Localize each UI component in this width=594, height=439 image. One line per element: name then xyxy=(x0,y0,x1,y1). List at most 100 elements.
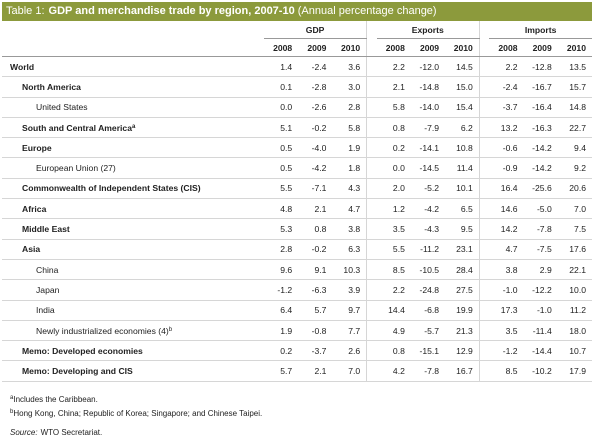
cell: 4.2 xyxy=(376,360,411,382)
cell: -6.8 xyxy=(410,300,446,321)
year-header: 2010 xyxy=(557,38,592,57)
gap xyxy=(478,218,490,240)
table-row: Memo: Developing and CIS 5.7 2.1 7.0 4.2 -7.8… xyxy=(2,360,592,382)
row-label: United States xyxy=(2,97,264,118)
cell: -1.0 xyxy=(523,300,558,321)
gap xyxy=(366,76,377,98)
gap xyxy=(478,239,490,260)
gap xyxy=(478,340,490,362)
cell: 1.9 xyxy=(332,137,367,159)
table-row: Africa 4.8 2.1 4.7 1.2 -4.2 6.5 14.6 -5.0 7.0 xyxy=(2,198,592,220)
cell: -0.9 xyxy=(489,157,524,179)
cell: 0.2 xyxy=(376,137,411,159)
gap xyxy=(366,218,377,240)
cell: 2.8 xyxy=(332,97,367,118)
cell: 15.4 xyxy=(445,97,480,118)
gap xyxy=(366,21,377,39)
cell: 14.8 xyxy=(557,97,592,118)
table-row: Asia 2.8 -0.2 6.3 5.5 -11.2 23.1 4.7 -7.5 17.6 xyxy=(2,239,592,260)
footnote-mark: a xyxy=(10,394,14,401)
cell: 22.7 xyxy=(557,117,592,139)
cell: 7.5 xyxy=(557,218,592,240)
source-text: WTO Secretariat. xyxy=(40,427,103,437)
cell: 1.8 xyxy=(332,157,367,179)
row-label: India xyxy=(2,300,264,321)
gap xyxy=(478,157,490,179)
footnote: aIncludes the Caribbean. xyxy=(10,392,592,406)
gap xyxy=(478,38,490,57)
cell: 7.0 xyxy=(557,198,592,220)
cell: 5.8 xyxy=(332,117,367,139)
footnote-text: Hong Kong, China; Republic of Korea; Sin… xyxy=(13,408,263,418)
cell: 17.9 xyxy=(557,360,592,382)
row-label: Memo: Developed economies xyxy=(2,340,264,362)
group-header: GDP xyxy=(264,21,367,39)
gap xyxy=(478,300,490,321)
gap xyxy=(366,56,377,78)
cell: 3.0 xyxy=(332,76,367,98)
row-label: Memo: Developing and CIS xyxy=(2,360,264,382)
gap xyxy=(366,279,377,301)
cell: -10.5 xyxy=(410,259,446,281)
table-row: Memo: Developed economies 0.2 -3.7 2.6 0.8 -1… xyxy=(2,340,592,362)
cell: -16.7 xyxy=(523,76,558,98)
cell: -12.2 xyxy=(523,279,558,301)
row-label-text: Memo: Developed economies xyxy=(22,345,143,356)
gap xyxy=(478,21,490,39)
cell: -2.6 xyxy=(298,97,333,118)
gap xyxy=(478,178,490,200)
cell: -3.7 xyxy=(489,97,524,118)
year-header: 2010 xyxy=(445,38,480,57)
cell: 2.9 xyxy=(523,259,558,281)
table-row: Middle East 5.3 0.8 3.8 3.5 -4.3 9.5 14.2 -7.8 7.… xyxy=(2,218,592,240)
source: Source: WTO Secretariat. xyxy=(10,426,592,439)
table-row: Commonwealth of Independent States (CIS)… xyxy=(2,178,592,200)
row-label-text: India xyxy=(36,305,55,316)
cell: 9.4 xyxy=(557,137,592,159)
cell: 14.5 xyxy=(445,56,480,78)
row-label: North America xyxy=(2,76,264,98)
year-header: 2010 xyxy=(332,38,367,57)
cell: 0.8 xyxy=(376,340,411,362)
cell: -12.0 xyxy=(410,56,446,78)
year-header-row: 2008 2009 2010 2008 2009 2010 2008 2009 2010 xyxy=(2,38,592,57)
row-label: Asia xyxy=(2,239,264,260)
cell: 10.7 xyxy=(557,340,592,362)
cell: -4.2 xyxy=(298,157,333,179)
gap xyxy=(366,340,377,362)
cell: -4.0 xyxy=(298,137,333,159)
row-label-text: Memo: Developing and CIS xyxy=(22,366,133,377)
cell: -2.4 xyxy=(298,56,333,78)
title-main: GDP and merchandise trade by region, 200… xyxy=(48,5,295,17)
row-label: South and Central Americaa xyxy=(2,117,264,139)
gap xyxy=(366,137,377,159)
footnote-text: Includes the Caribbean. xyxy=(13,394,98,404)
cell: 17.3 xyxy=(489,300,524,321)
data-table: GDP Exports Imports 2008 2009 2010 2008 2009 201… xyxy=(2,21,592,382)
table-row: European Union (27) 0.5 -4.2 1.8 0.0 -14.5 11.… xyxy=(2,157,592,179)
cell: 20.6 xyxy=(557,178,592,200)
cell: -10.2 xyxy=(523,360,558,382)
table-row: World 1.4 -2.4 3.6 2.2 -12.0 14.5 2.2 -12.8 13.5 xyxy=(2,56,592,78)
cell: 17.6 xyxy=(557,239,592,260)
cell: 7.7 xyxy=(332,320,367,342)
cell: 5.7 xyxy=(298,300,333,321)
cell: 9.1 xyxy=(298,259,333,281)
cell: -16.3 xyxy=(523,117,558,139)
gap xyxy=(366,198,377,220)
footnote: bHong Kong, China; Republic of Korea; Si… xyxy=(10,406,592,420)
year-header: 2009 xyxy=(298,38,333,57)
cell: 23.1 xyxy=(445,239,480,260)
gap xyxy=(366,239,377,260)
table-row: North America 0.1 -2.8 3.0 2.1 -14.8 15.0 -2.4-… xyxy=(2,76,592,98)
cell: -1.2 xyxy=(489,340,524,362)
cell: 15.0 xyxy=(445,76,480,98)
gap xyxy=(478,117,490,139)
row-label-text: Asia xyxy=(22,244,41,255)
title-note: (Annual percentage change) xyxy=(297,5,437,17)
cell: -0.2 xyxy=(298,239,333,260)
title-bar: Table 1: GDP and merchandise trade by reg… xyxy=(2,2,592,21)
cell: 0.8 xyxy=(376,117,411,139)
cell: 6.2 xyxy=(445,117,480,139)
cell: -2.8 xyxy=(298,76,333,98)
